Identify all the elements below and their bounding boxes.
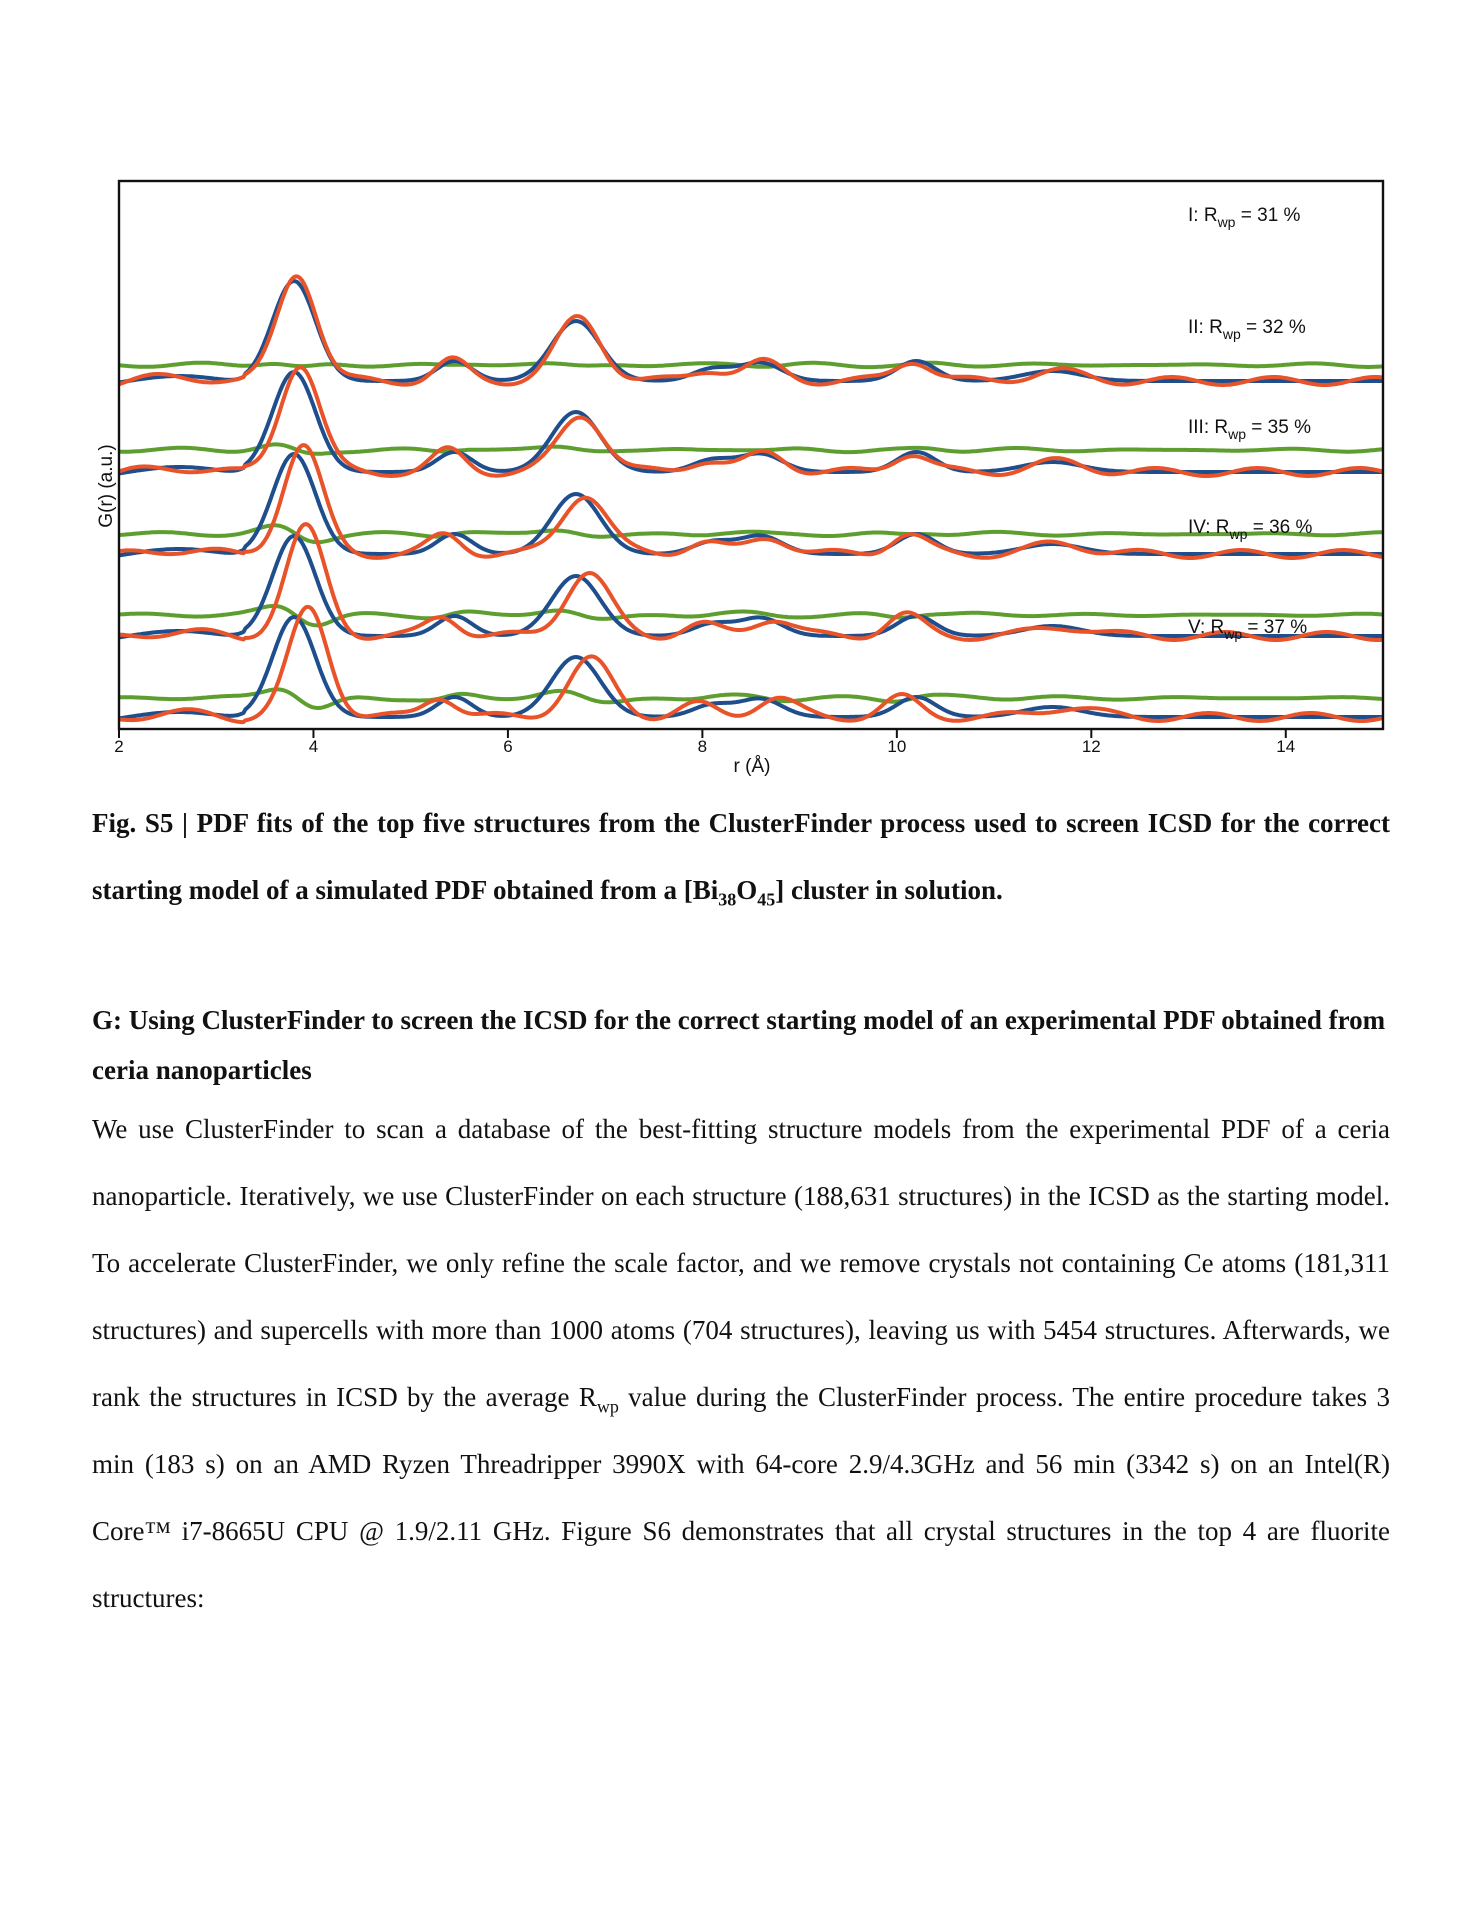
- calculated-curve-2: [118, 365, 1384, 478]
- plot-frame: [117, 179, 1385, 731]
- x-tick-label-8: 8: [698, 737, 707, 756]
- x-axis-label: r (Å): [734, 756, 771, 777]
- caption-oxygen: O: [736, 875, 758, 905]
- curves-layer: [118, 274, 1384, 725]
- paragraph-start: We use ClusterFinder to scan a database …: [92, 1114, 1390, 1412]
- caption-prefix: Fig. S5 | PDF fits of the top five struc…: [92, 808, 1390, 905]
- x-tick-label-14: 14: [1276, 737, 1295, 756]
- panel-label-4: IV: Rwp = 36 %: [1188, 517, 1313, 542]
- x-tick-label-6: 6: [503, 737, 512, 756]
- pdf-fit-figure: 2 4 6 8 10 12 14 I: Rwp = 31 % II: Rwp = 32 % II…: [92, 168, 1412, 798]
- x-tick-label-12: 12: [1082, 737, 1101, 756]
- section-heading: G: Using ClusterFinder to screen the ICS…: [92, 1005, 1386, 1085]
- panel-label-3: III: Rwp = 35 %: [1188, 417, 1311, 442]
- x-tick-label-10: 10: [887, 737, 906, 756]
- difference-curve-1: [118, 360, 1384, 370]
- paragraph-sub-wp: wp: [596, 1396, 619, 1417]
- paragraph-end: value during the ClusterFinder process. …: [92, 1382, 1390, 1613]
- calculated-curve-4: [118, 522, 1384, 642]
- section-paragraph: We use ClusterFinder to scan a database …: [92, 1096, 1390, 1632]
- figure-caption: Fig. S5 | PDF fits of the top five struc…: [92, 790, 1390, 924]
- panel-label-5: V: Rwp = 37 %: [1188, 617, 1307, 642]
- panel-label-1: I: Rwp = 31 %: [1188, 205, 1301, 230]
- x-ticks: 2 4 6 8 10 12 14: [114, 729, 1295, 756]
- calculated-curve-1: [118, 274, 1384, 387]
- panel-labels: I: Rwp = 31 % II: Rwp = 32 % III: Rwp = 35…: [1188, 205, 1313, 642]
- caption-sub-bi: 38: [718, 889, 737, 910]
- x-tick-label-4: 4: [309, 737, 318, 756]
- difference-curve-2: [118, 442, 1384, 456]
- calculated-curve-5: [118, 604, 1384, 725]
- caption-suffix: ] cluster in solution.: [775, 875, 1003, 905]
- panel-label-2: II: Rwp = 32 %: [1188, 317, 1306, 342]
- difference-curve-5: [118, 687, 1384, 710]
- x-tick-label-2: 2: [114, 737, 123, 756]
- difference-curve-4: [118, 604, 1384, 628]
- difference-curve-3: [118, 523, 1384, 545]
- calculated-curve-3: [118, 443, 1384, 560]
- y-axis-label: G(r) (a.u.): [96, 444, 117, 527]
- observed-curve-4: [118, 534, 1384, 640]
- caption-sub-o: 45: [757, 889, 776, 910]
- observed-curve-5: [118, 615, 1384, 721]
- pdf-fit-chart: 2 4 6 8 10 12 14 I: Rwp = 31 % II: Rwp = 32 % II…: [96, 179, 1385, 777]
